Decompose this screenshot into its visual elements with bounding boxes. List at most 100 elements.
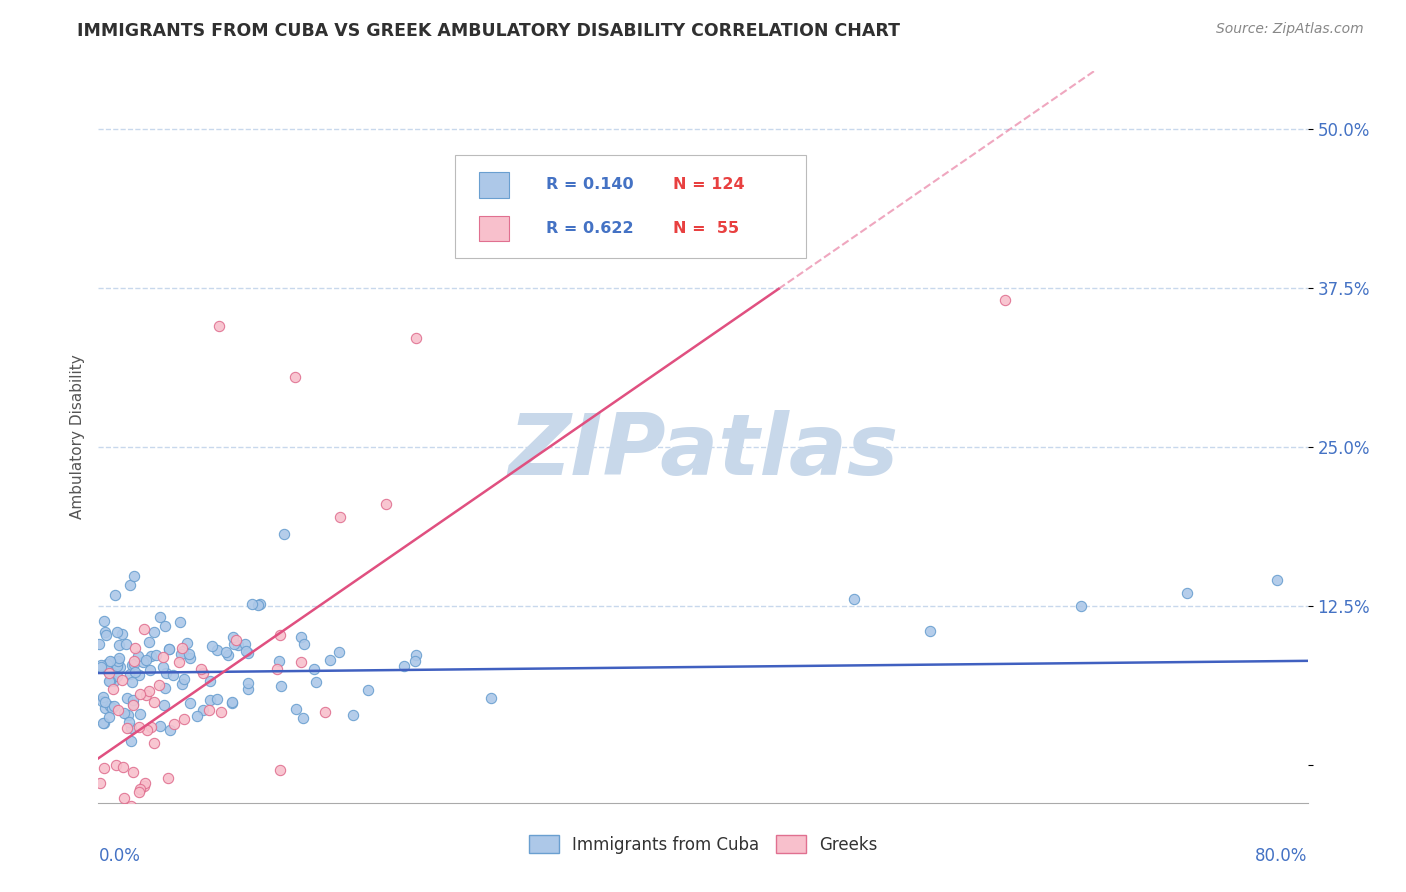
- Point: [193, 665, 215, 680]
- Point: [128, 668, 150, 682]
- Point: [236, 646, 259, 660]
- Point: [122, 569, 145, 583]
- Point: [155, 681, 177, 696]
- Point: [163, 716, 186, 731]
- Point: [127, 648, 149, 663]
- Point: [138, 664, 160, 678]
- Point: [142, 624, 165, 639]
- Point: [128, 785, 150, 799]
- Text: IMMIGRANTS FROM CUBA VS GREEK AMBULATORY DISABILITY CORRELATION CHART: IMMIGRANTS FROM CUBA VS GREEK AMBULATORY…: [77, 22, 900, 40]
- Point: [105, 657, 128, 671]
- Point: [994, 293, 1017, 308]
- Point: [112, 791, 135, 805]
- Point: [149, 719, 172, 733]
- Point: [143, 736, 166, 750]
- Point: [157, 642, 180, 657]
- Point: [107, 651, 129, 665]
- Point: [162, 668, 184, 682]
- Point: [191, 703, 214, 717]
- Y-axis label: Ambulatory Disability: Ambulatory Disability: [69, 355, 84, 519]
- Point: [186, 709, 208, 723]
- FancyBboxPatch shape: [479, 172, 509, 197]
- Point: [217, 648, 239, 662]
- Point: [1175, 586, 1198, 600]
- Point: [285, 702, 308, 716]
- Point: [129, 782, 152, 797]
- Text: 80.0%: 80.0%: [1256, 847, 1308, 864]
- Point: [190, 661, 212, 675]
- Point: [138, 684, 160, 698]
- Point: [152, 650, 174, 665]
- Point: [128, 720, 150, 734]
- Point: [87, 637, 110, 651]
- Point: [139, 648, 162, 663]
- Point: [273, 527, 295, 541]
- Point: [139, 720, 162, 734]
- Point: [304, 662, 326, 676]
- Point: [647, 223, 669, 237]
- Point: [132, 622, 155, 636]
- Point: [143, 695, 166, 709]
- Point: [267, 654, 290, 668]
- Point: [118, 578, 141, 592]
- Point: [105, 625, 128, 640]
- Point: [132, 779, 155, 793]
- Point: [96, 657, 118, 671]
- Point: [170, 677, 193, 691]
- Point: [103, 682, 125, 697]
- Point: [128, 707, 150, 722]
- Point: [149, 610, 172, 624]
- Point: [269, 764, 291, 778]
- Point: [98, 665, 121, 680]
- Point: [111, 673, 134, 687]
- Point: [205, 691, 228, 706]
- Point: [108, 659, 131, 673]
- Point: [118, 667, 141, 681]
- Point: [183, 806, 205, 821]
- Point: [153, 619, 176, 633]
- Point: [138, 635, 160, 649]
- Point: [292, 637, 315, 651]
- Point: [198, 673, 221, 688]
- Point: [103, 674, 125, 689]
- Point: [392, 659, 415, 673]
- Point: [172, 644, 194, 658]
- Point: [121, 765, 143, 780]
- Point: [918, 624, 941, 638]
- FancyBboxPatch shape: [479, 216, 509, 242]
- Point: [169, 615, 191, 630]
- Point: [235, 636, 257, 650]
- Point: [115, 722, 138, 736]
- Point: [176, 636, 198, 650]
- Point: [318, 653, 340, 667]
- Point: [121, 697, 143, 711]
- Point: [93, 716, 115, 731]
- Point: [152, 660, 174, 674]
- Point: [148, 678, 170, 692]
- Point: [93, 761, 115, 775]
- Point: [179, 696, 201, 710]
- Point: [1070, 599, 1092, 613]
- Point: [103, 699, 125, 714]
- Point: [97, 664, 120, 678]
- Point: [98, 674, 121, 689]
- Point: [221, 631, 243, 645]
- Point: [238, 682, 260, 697]
- Point: [1267, 573, 1289, 587]
- Point: [105, 805, 128, 819]
- Point: [240, 597, 263, 611]
- Point: [105, 668, 128, 682]
- Point: [91, 715, 114, 730]
- Point: [329, 509, 352, 524]
- Point: [290, 656, 312, 670]
- Point: [121, 657, 143, 672]
- Point: [112, 706, 135, 721]
- Point: [90, 694, 112, 708]
- Point: [225, 633, 247, 648]
- Point: [145, 648, 167, 663]
- Point: [120, 734, 142, 748]
- Point: [169, 655, 191, 669]
- Point: [211, 705, 233, 719]
- Point: [235, 644, 257, 658]
- Point: [179, 647, 201, 661]
